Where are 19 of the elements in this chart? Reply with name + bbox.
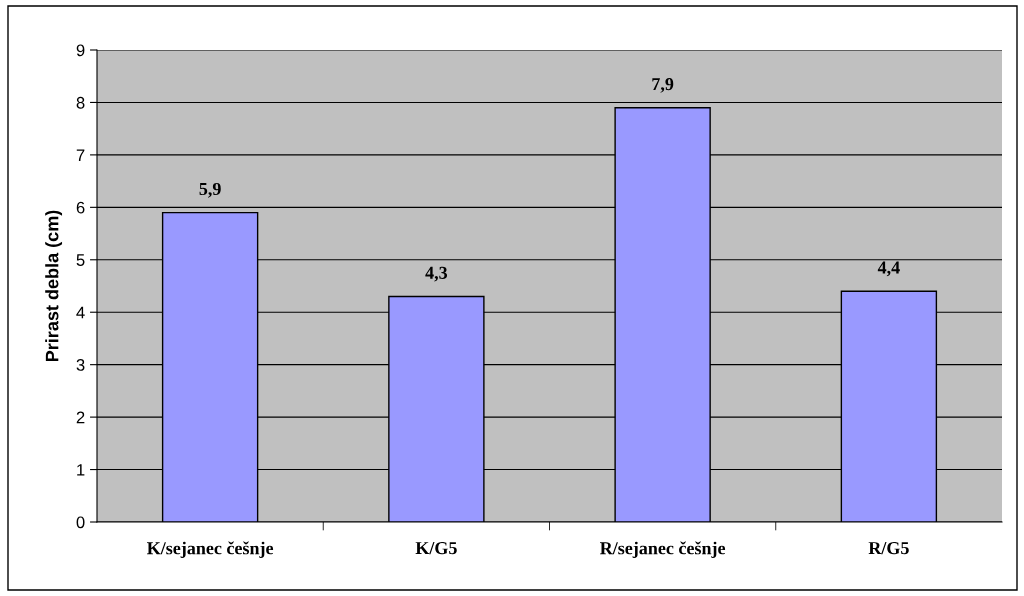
- y-tick-label: 7: [76, 149, 85, 161]
- x-tick-label: R/sejanec češnje: [600, 541, 726, 559]
- y-tick-label: 3: [76, 359, 85, 371]
- x-tick-label: K/sejanec češnje: [147, 541, 274, 559]
- y-tick-label: 5: [76, 254, 85, 266]
- y-tick-label: 8: [76, 96, 85, 109]
- y-tick-label: 4: [76, 306, 85, 319]
- y-tick-label: 9: [76, 44, 85, 57]
- y-tick-label: 6: [76, 201, 85, 214]
- x-tick-label: K/G5: [415, 542, 457, 555]
- x-tick-label: R/G5: [868, 542, 909, 555]
- y-tick-label: 1: [77, 464, 85, 476]
- data-label: 7,9: [652, 78, 674, 93]
- y-axis-title: Prirast debla (cm): [45, 210, 63, 362]
- data-label: 4,4: [877, 261, 900, 277]
- data-label: 5,9: [199, 182, 221, 198]
- y-tick-label: 2: [76, 411, 85, 424]
- data-label: 4,3: [425, 266, 448, 282]
- y-tick-label: 0: [76, 516, 85, 529]
